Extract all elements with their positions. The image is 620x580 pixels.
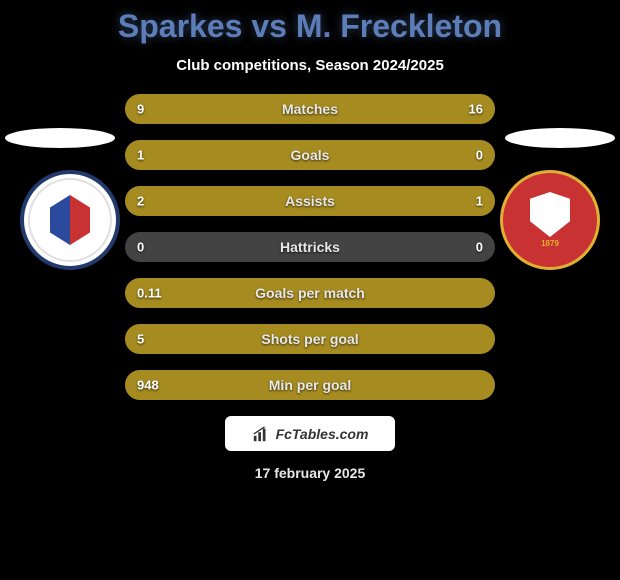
stat-bar-left bbox=[125, 94, 258, 124]
right-ellipse-decoration bbox=[505, 128, 615, 148]
stat-row: Goals 1 0 bbox=[125, 140, 495, 170]
stat-row: Hattricks 0 0 bbox=[125, 232, 495, 262]
page-title: Sparkes vs M. Freckleton bbox=[0, 0, 620, 45]
stat-label: Min per goal bbox=[269, 377, 351, 393]
right-club-badge: 1879 bbox=[500, 170, 600, 270]
stat-label: Goals bbox=[291, 147, 330, 163]
stat-row: Assists 2 1 bbox=[125, 186, 495, 216]
stat-value-left: 9 bbox=[137, 102, 144, 117]
stat-value-right: 16 bbox=[469, 102, 483, 117]
stat-row: Matches 9 16 bbox=[125, 94, 495, 124]
stat-value-left: 0.11 bbox=[137, 286, 162, 301]
stat-row: Min per goal 948 bbox=[125, 370, 495, 400]
stat-row: Shots per goal 5 bbox=[125, 324, 495, 354]
stat-row: Goals per match 0.11 bbox=[125, 278, 495, 308]
left-ellipse-decoration bbox=[5, 128, 115, 148]
stat-value-left: 5 bbox=[137, 332, 144, 347]
stat-label: Goals per match bbox=[255, 285, 365, 301]
stat-value-left: 948 bbox=[137, 378, 159, 393]
stat-value-left: 2 bbox=[137, 194, 144, 209]
stats-container: Matches916Goals10Assists21Hattricks00Goa… bbox=[125, 94, 495, 400]
stat-label: Matches bbox=[282, 101, 338, 117]
watermark-text: FcTables.com bbox=[276, 426, 369, 442]
stat-value-left: 0 bbox=[137, 240, 144, 255]
left-club-badge bbox=[20, 170, 120, 270]
stat-label: Assists bbox=[285, 193, 335, 209]
stat-label: Shots per goal bbox=[261, 331, 358, 347]
stat-label: Hattricks bbox=[280, 239, 340, 255]
stat-value-left: 1 bbox=[137, 148, 144, 163]
watermark-badge: FcTables.com bbox=[225, 416, 395, 451]
stat-value-right: 0 bbox=[476, 148, 483, 163]
stat-bar-left bbox=[125, 186, 373, 216]
stat-value-right: 0 bbox=[476, 240, 483, 255]
page-subtitle: Club competitions, Season 2024/2025 bbox=[0, 57, 620, 74]
date-text: 17 february 2025 bbox=[0, 465, 620, 481]
chart-icon bbox=[252, 425, 270, 443]
stat-value-right: 1 bbox=[476, 194, 483, 209]
